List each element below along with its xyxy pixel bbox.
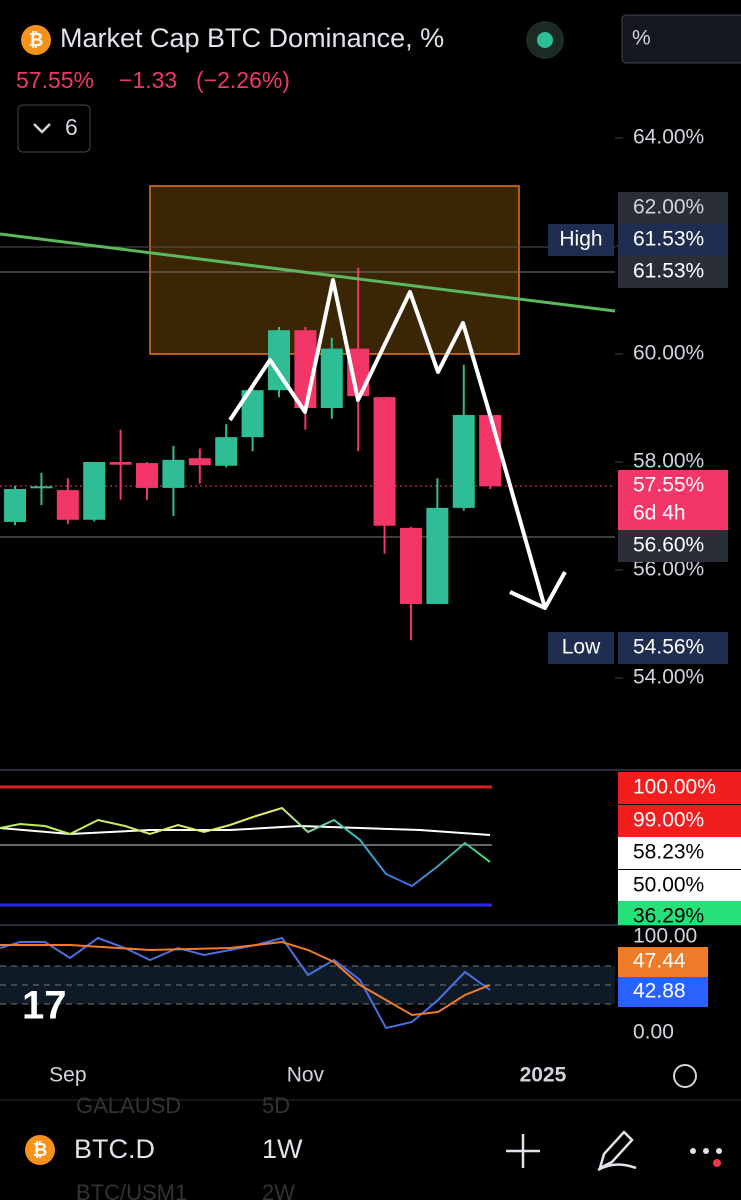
candle-body (241, 390, 264, 438)
x-tick-label: Nov (287, 1064, 325, 1087)
candle-body (56, 490, 79, 520)
ghost-symbol: BTC/USM1 (76, 1180, 187, 1200)
trendline (0, 232, 616, 313)
y-tick-label: 64.00% (633, 126, 704, 149)
change: −1.33 (119, 67, 177, 93)
btc-glyph: ₿ (29, 30, 44, 50)
candle-body (109, 462, 132, 465)
chevron (33, 123, 51, 134)
y-tick-label: 58.00% (633, 450, 704, 473)
tv-logo: 17 (22, 984, 67, 1028)
ghost-symbol: GALAUSD (76, 1093, 181, 1118)
price-label-bg (618, 632, 728, 664)
price-tag: High (559, 228, 602, 251)
indicator-label: 0.00 (633, 1021, 674, 1044)
price: 57.55% (16, 67, 94, 93)
indicator-label-bg (618, 805, 741, 837)
candle-body (320, 348, 343, 408)
indicators-toggle[interactable] (17, 104, 91, 153)
x-tick-label: 2025 (520, 1064, 567, 1087)
zone-box (149, 185, 520, 355)
candle-body (83, 462, 106, 520)
change-pct: (−2.26%) (196, 67, 290, 93)
ghost-interval: 5D (262, 1093, 290, 1118)
indicator-label: 58.23% (633, 841, 704, 864)
candle-body (30, 486, 53, 489)
menu-dot[interactable] (690, 1148, 696, 1154)
tag-bg (548, 632, 614, 664)
price-label: 54.56% (633, 636, 704, 659)
indicator-label: 47.44 (633, 950, 686, 973)
candle-body (267, 330, 290, 391)
indicator-label: 100.00 (633, 925, 697, 948)
price-label: 61.53% (633, 260, 704, 283)
y-tick-label: 62.00% (633, 196, 704, 219)
price-tag: Low (562, 636, 601, 659)
price-label: 56.60% (633, 534, 704, 557)
x-tick-label: Sep (49, 1064, 86, 1087)
indicator-line (0, 806, 491, 888)
price-label-bg (618, 470, 728, 530)
indicators-count: 6 (65, 114, 78, 140)
indicator-label-bg (618, 772, 741, 804)
candle-body (452, 415, 475, 508)
candle-body (426, 507, 449, 605)
candle-body (215, 437, 238, 466)
candle-body (4, 489, 27, 522)
status-dot (537, 32, 553, 48)
indicator-line (0, 824, 491, 836)
indicator-label: 99.00% (633, 809, 704, 832)
indicator-label-bg (618, 947, 708, 977)
candle-body (399, 527, 422, 605)
candle-body (479, 415, 502, 487)
interval[interactable]: 1W (262, 1134, 303, 1164)
btc-icon (25, 1135, 55, 1165)
price-label: 57.55% (633, 474, 704, 497)
indicator-label-bg (618, 837, 741, 869)
btc-glyph: ₿ (33, 1140, 48, 1160)
symbol[interactable]: BTC.D (74, 1134, 155, 1164)
price-label-bg (618, 256, 728, 288)
candle-body (162, 459, 185, 488)
y-tick-label: 60.00% (633, 342, 704, 365)
y-tick-label: 56.00% (633, 558, 704, 581)
indicator-label: 100.00% (633, 776, 716, 799)
label-bg (618, 192, 728, 224)
candle-body (136, 463, 159, 488)
btc-icon (21, 25, 51, 55)
chart-title: Market Cap BTC Dominance, % (60, 23, 444, 53)
menu-dot (703, 1148, 709, 1154)
d-line (0, 940, 491, 1017)
indicator-label-bg (618, 901, 741, 925)
y-tick-label: 54.00% (633, 666, 704, 689)
price-label-sub: 6d 4h (633, 502, 686, 525)
candle-body (373, 397, 396, 526)
indicator-label: 42.88 (633, 980, 686, 1003)
candle-body (188, 458, 211, 466)
notification-dot (713, 1159, 721, 1167)
draw-button[interactable] (597, 1130, 637, 1172)
menu-dot (716, 1148, 722, 1154)
scale-mode-button[interactable] (621, 14, 741, 64)
scale-mode: % (632, 27, 651, 50)
price-label-bg (618, 530, 728, 562)
indicator-label: 36.29% (633, 905, 704, 928)
tag-bg (548, 224, 614, 256)
drawn-path (228, 278, 547, 609)
ghost-interval: 2W (262, 1180, 295, 1200)
price-label: 61.53% (633, 228, 704, 251)
add-button[interactable] (506, 1134, 540, 1168)
settings-icon[interactable] (673, 1064, 697, 1088)
price-label-bg (618, 224, 728, 256)
arrow-head (509, 571, 567, 610)
indicator-label-bg (618, 870, 741, 902)
candles (4, 267, 502, 641)
indicator-label: 50.00% (633, 874, 704, 897)
indicator-label-bg (618, 977, 708, 1007)
